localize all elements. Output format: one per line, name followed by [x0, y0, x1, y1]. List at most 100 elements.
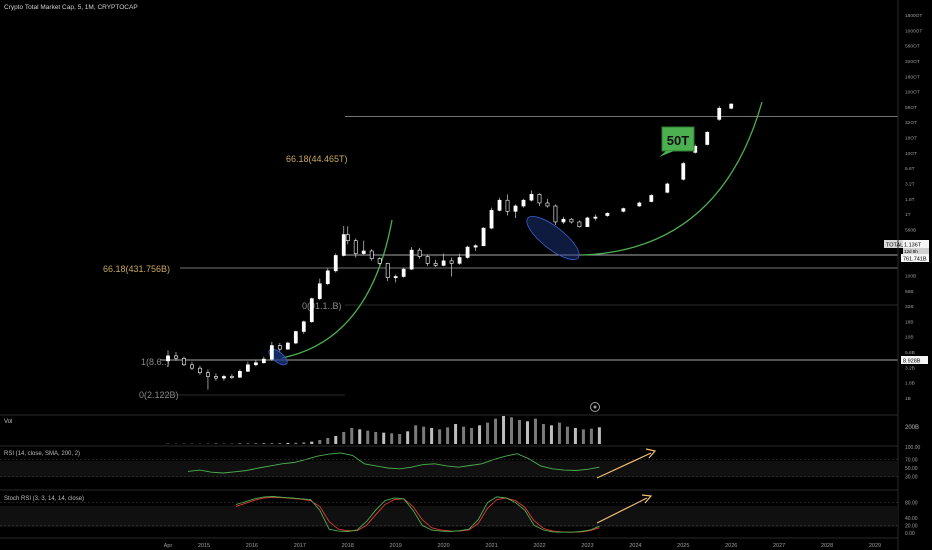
price-tick-label: 18B	[905, 319, 914, 325]
stoch-tick-label: 80.00	[905, 501, 918, 507]
price-tick-label: 32B	[905, 304, 914, 310]
stoch-arrow	[596, 494, 653, 524]
rsi-tick-label: 100.00	[905, 445, 921, 451]
candle-body	[425, 256, 430, 264]
volume-bar	[533, 418, 537, 444]
time-tick-label: 2018	[342, 543, 354, 549]
tag-total-sub: 12d 8h	[904, 249, 918, 254]
time-tick-label: 2017	[294, 543, 306, 549]
candle-body	[561, 218, 566, 223]
candle-body	[385, 263, 390, 278]
candle-body	[341, 234, 346, 256]
volume-bar	[374, 432, 378, 444]
price-tick-label: 100B	[905, 273, 916, 279]
candle-body	[353, 240, 358, 254]
volume-bar	[502, 416, 506, 444]
volume-bars	[166, 416, 601, 444]
tag-total-label: TOTAL	[886, 243, 903, 249]
candle-body	[665, 183, 670, 193]
target-badge[interactable]: 50T	[659, 126, 695, 157]
stoch-k-line	[235, 496, 600, 533]
time-tick-label: 2024	[629, 543, 641, 549]
candle-body	[637, 202, 642, 207]
growth-curve-2025	[581, 101, 763, 256]
volume-bar	[406, 431, 410, 444]
stoch-pane-label: Stoch RSI (3, 3, 14, 14, close)	[4, 496, 84, 502]
rsi-axis: 100.00 70.00 50.00 30.00	[905, 445, 921, 480]
candle-body	[569, 218, 574, 223]
candle-body	[585, 217, 590, 227]
volume-bar	[541, 424, 545, 444]
volume-bar	[342, 432, 346, 444]
volume-bar	[518, 420, 522, 444]
volume-bar	[557, 422, 561, 444]
candle-body	[513, 205, 518, 212]
candle-body	[174, 355, 178, 359]
replay-icon[interactable]	[590, 402, 600, 412]
volume-bar	[358, 429, 362, 444]
candle-body	[481, 227, 486, 246]
chart-title: Crypto Total Market Cap, 5, 1M, CRYPTOCA…	[4, 4, 138, 11]
candle-body	[369, 250, 374, 259]
time-tick-label: 2029	[869, 543, 881, 549]
candle-body	[333, 255, 338, 272]
rsi-tick-label: 70.00	[905, 458, 918, 464]
candle-body	[198, 367, 202, 373]
candle-body	[317, 283, 322, 299]
volume-bar	[270, 443, 274, 444]
growth-curve-2017	[281, 219, 393, 359]
volume-bar	[246, 443, 250, 444]
volume-bar	[525, 421, 529, 444]
time-tick-label: 2015	[198, 543, 210, 549]
growth-curves	[281, 101, 763, 359]
volume-bar	[470, 428, 474, 444]
candle-body	[489, 210, 494, 229]
price-tick-label: 1800OT	[905, 13, 922, 19]
candle-body	[325, 270, 330, 285]
candle-body	[473, 245, 478, 248]
candle-body	[269, 345, 274, 360]
price-tick-label: 180OT	[905, 74, 920, 80]
price-tick-label: 32OT	[905, 120, 917, 126]
volume-bar	[294, 442, 298, 444]
price-tick-label: 1.8T	[905, 197, 915, 203]
volume-bar	[414, 425, 418, 444]
volume-bar	[494, 418, 498, 444]
candle-body	[301, 321, 306, 332]
time-axis[interactable]: Apr 2015 2016 2017 2018 2019 2020 2021 2022 2023 2…	[164, 543, 881, 549]
volume-bar	[486, 422, 490, 444]
candle-body	[529, 194, 534, 201]
candle-body	[729, 103, 734, 109]
candle-body	[393, 276, 398, 279]
volume-bar	[254, 443, 258, 444]
target-badge-text: 50T	[667, 133, 689, 148]
candle-body	[537, 194, 542, 204]
volume-bar	[581, 429, 585, 444]
candle-body	[649, 195, 654, 202]
volume-bar	[462, 426, 466, 444]
volume-bar	[422, 426, 426, 444]
volume-bar	[446, 427, 450, 444]
volume-bar	[510, 417, 514, 444]
candle-body	[521, 199, 526, 207]
fib-label-upper: 66.18(44.465T)	[286, 154, 348, 164]
volume-pane-label: Vol	[4, 419, 12, 425]
candle-body	[230, 376, 234, 378]
time-tick-label: 2028	[821, 543, 833, 549]
price-tick-label: 320OT	[905, 59, 920, 65]
candle-body	[593, 216, 598, 219]
candle-body	[190, 364, 194, 369]
rsi-line	[0, 452, 898, 477]
tag-total: TOTAL 1.136T 12d 8h	[884, 240, 929, 254]
volume-bar	[350, 428, 354, 444]
candle-body	[401, 268, 406, 277]
candle-body	[717, 107, 722, 120]
price-tick-label: 1B	[905, 396, 911, 402]
candle-body	[449, 260, 454, 264]
volume-bar	[454, 424, 458, 444]
tag-level-2-text: 8.928B	[903, 359, 921, 365]
price-tick-label: 560B	[905, 227, 916, 233]
price-tick-label: 56B	[905, 289, 914, 295]
